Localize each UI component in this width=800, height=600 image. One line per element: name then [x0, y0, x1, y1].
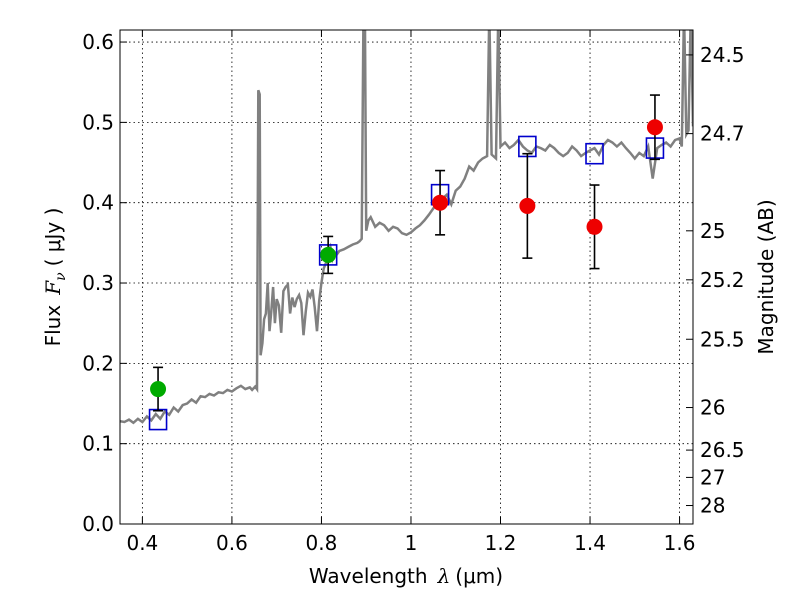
nir-data-point — [646, 119, 663, 136]
model-square-marker — [585, 142, 604, 165]
x-tick-label: 1 — [405, 531, 418, 555]
right-tick-label: 24.5 — [700, 43, 745, 67]
x-tick-label: 1.4 — [574, 531, 606, 555]
x-tick-label: 0.8 — [306, 531, 338, 555]
y-tick-label: 0.2 — [82, 351, 114, 375]
y-tick-label: 0.0 — [82, 512, 114, 536]
spectrum-line — [120, 30, 693, 425]
nir-data-point — [432, 194, 449, 211]
right-tick-label: 24.7 — [700, 122, 745, 146]
right-tick-label: 26.5 — [700, 438, 745, 462]
x-tick-label: 1.2 — [485, 531, 517, 555]
x-tick-label: 1.6 — [664, 531, 696, 555]
right-tick-label: 26 — [700, 396, 725, 420]
plot-content — [120, 30, 693, 431]
right-tick-label: 25.2 — [700, 268, 745, 292]
y-tick-label: 0.5 — [82, 110, 114, 134]
right-tick-label: 25.5 — [700, 327, 745, 351]
x-axis-label: Wavelength λ (μm) — [309, 564, 503, 588]
nir-data-point — [586, 218, 603, 235]
x-tick-label: 0.6 — [216, 531, 248, 555]
y-tick-label: 0.1 — [82, 432, 114, 456]
right-tick-label: 25 — [700, 219, 725, 243]
y-tick-label: 0.3 — [82, 271, 114, 295]
right-tick-label: 27 — [700, 465, 725, 489]
right-tick-label: 28 — [700, 494, 725, 518]
y-tick-label: 0.6 — [82, 30, 114, 54]
data-markers — [148, 94, 665, 431]
y-axis-label: FluxFν( μJy ) — [41, 208, 69, 347]
axis-ticks: 0.4 0.6 0.8 1 1.2 1.4 1.6 0.0 0.1 0.2 0.3 0.4 0.5 0.6… — [82, 30, 745, 555]
optical-data-point — [320, 246, 337, 263]
optical-data-point — [150, 381, 167, 398]
y-tick-label: 0.4 — [82, 191, 114, 215]
x-tick-label: 0.4 — [126, 531, 158, 555]
nir-data-point — [519, 197, 536, 214]
plot-frame — [119, 29, 694, 525]
right-axis-label: Magnitude (AB) — [754, 199, 778, 354]
